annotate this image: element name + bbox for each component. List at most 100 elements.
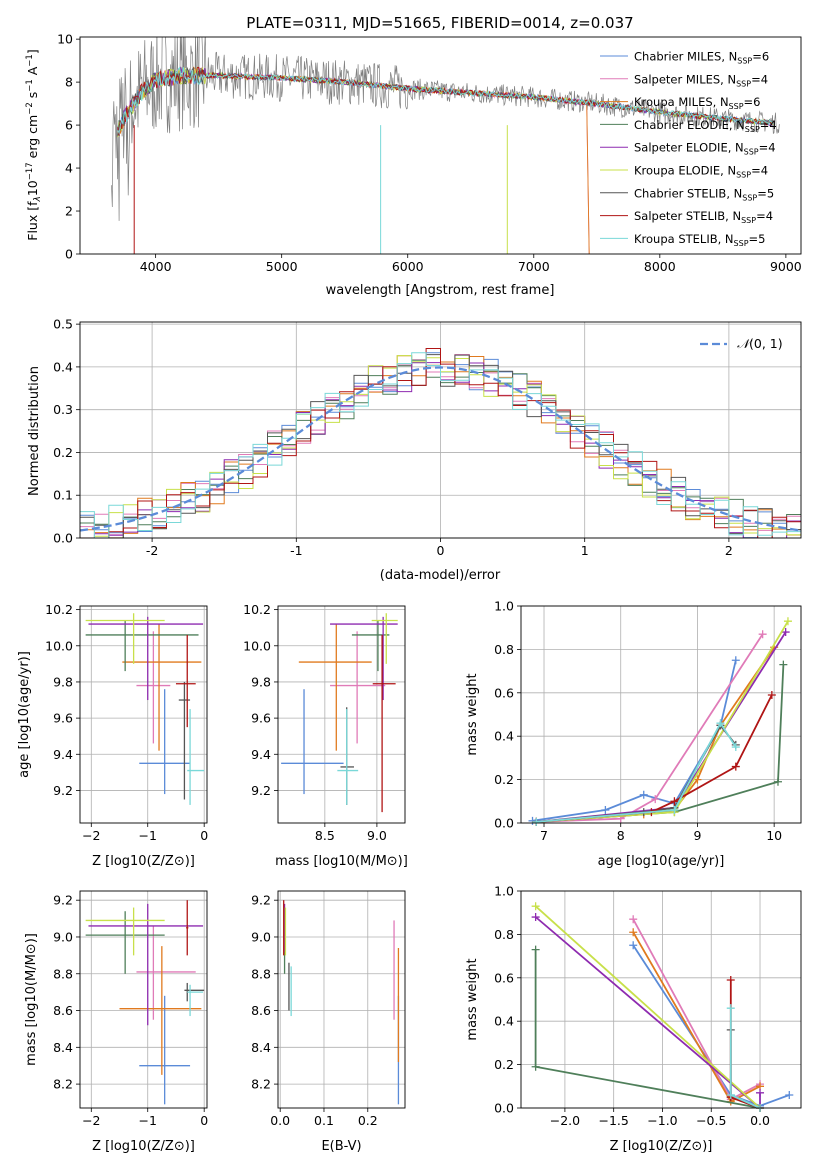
y-tick-label: 6 — [65, 118, 73, 133]
y-tick-label: 0.3 — [53, 402, 73, 417]
y-tick-label: 10.0 — [243, 638, 271, 653]
x-axis-label: age [log10(age/yr)] — [598, 854, 725, 869]
axes-frame — [277, 605, 406, 824]
y-tick-label: 0.0 — [53, 531, 73, 546]
series-marker-kroupa_stelib — [726, 1004, 735, 1013]
x-tick-label: −1 — [139, 1113, 157, 1128]
x-tick-label: 7000 — [518, 259, 550, 274]
series-line-chabrier_stelib — [536, 723, 737, 823]
y-tick-label: 0.4 — [53, 359, 73, 374]
series-marker-salpeter_elodie — [781, 628, 790, 637]
series-marker-kroupa_miles — [629, 928, 638, 937]
x-tick-label: 2 — [725, 543, 733, 558]
x-tick-label: 10 — [766, 828, 782, 843]
legend-entry: Kroupa STELIB, NSSP=5 — [634, 232, 765, 248]
y-axis-label: Normed distribution — [27, 366, 42, 496]
x-tick-label: 9.0 — [367, 828, 387, 843]
x-tick-label: −1.0 — [647, 1113, 677, 1128]
normal-curve — [80, 366, 801, 532]
y-tick-label: 0.4 — [494, 1014, 514, 1029]
figure-title: PLATE=0311, MJD=51665, FIBERID=0014, z=0… — [246, 14, 633, 32]
y-axis-label: age [log10(age/yr)] — [17, 651, 32, 778]
histogram-salpeter_stelib — [80, 348, 801, 538]
series-line-kroupa_elodie — [536, 620, 789, 823]
y-axis-label: Flux [fλ10−17 erg cm−2 s−1 A−1] — [25, 49, 43, 240]
series-marker-salpeter_stelib — [726, 975, 735, 984]
x-axis-label: Z [log10(Z/Z⊙)] — [92, 854, 195, 869]
x-tick-label: −2 — [82, 828, 100, 843]
mass-weight-vs-age-panel: 7 8 9 10 0.0 0.2 0.4 0.6 0.8 1.0 age [log10(age/yr… — [465, 599, 802, 869]
y-tick-label: 0.6 — [494, 970, 514, 985]
series-marker-kroupa_stelib — [726, 1090, 735, 1099]
y-tick-label: 8.4 — [53, 1040, 73, 1055]
y-tick-label: 8.2 — [251, 1077, 271, 1092]
series-line-chabrier_elodie — [534, 949, 761, 1109]
x-tick-label: 4000 — [140, 259, 172, 274]
x-tick-label: 5000 — [266, 259, 298, 274]
y-tick-label: 9.8 — [251, 674, 271, 689]
y-tick-label: 0.2 — [494, 1057, 514, 1072]
series-marker-salpeter_stelib — [731, 762, 740, 771]
legend-entry: Salpeter ELODIE, NSSP=4 — [634, 141, 776, 157]
y-tick-label: 2 — [65, 204, 73, 219]
legend-entry: Chabrier STELIB, NSSP=5 — [634, 186, 774, 202]
x-axis-label: mass [log10(M/M⊙)] — [275, 854, 408, 869]
series-marker-chabrier_elodie — [531, 1062, 540, 1071]
legend-entry: 𝒩(0, 1) — [737, 336, 783, 351]
model-spectrum-kroupa_stelib — [117, 66, 774, 135]
y-tick-label: 10.2 — [45, 602, 73, 617]
series-marker-salpeter_miles — [651, 795, 660, 804]
axes-frame — [79, 890, 208, 1109]
y-tick-label: 9.4 — [251, 747, 271, 762]
series-marker-salpeter_stelib — [670, 797, 679, 806]
series-marker-salpeter_miles — [758, 630, 767, 639]
y-tick-label: 9.6 — [53, 711, 73, 726]
x-tick-label: −2.0 — [550, 1113, 580, 1128]
series-line-kroupa_elodie — [534, 905, 761, 1109]
y-tick-label: 0 — [65, 247, 73, 262]
x-tick-label: 0 — [200, 828, 208, 843]
y-tick-label: 0.8 — [494, 927, 514, 942]
y-tick-label: 0.2 — [494, 772, 514, 787]
y-tick-label: 0.2 — [53, 445, 73, 460]
histogram-lines — [80, 348, 801, 538]
x-tick-label: 8.5 — [315, 828, 335, 843]
mass-vs-ebv-panel: 0.0 0.1 0.2 8.2 8.4 8.6 8.8 9.0 9.2 E(B-V) — [251, 890, 406, 1154]
y-tick-label: 9.0 — [251, 929, 271, 944]
age-vs-metallicity-panel: −2 −1 0 9.2 9.4 9.6 9.8 10.0 10.2 Z [log10(Z/Z⊙)]… — [17, 602, 208, 869]
y-axis-label: mass [log10(M/M⊙)] — [24, 933, 39, 1066]
legend-entry: Kroupa ELODIE, NSSP=4 — [634, 164, 768, 180]
age-vs-mass-panel: 8.5 9.0 9.2 9.4 9.6 9.8 10.0 10.2 mass [log10(M/… — [243, 602, 408, 869]
spectrum-panel: 4000 5000 6000 7000 8000 9000 0 2 4 6 8 10 wavelengt… — [25, 32, 802, 298]
y-tick-label: 8.8 — [251, 966, 271, 981]
x-axis-label: Z [log10(Z/Z⊙)] — [610, 1139, 713, 1154]
y-tick-label: 10.0 — [45, 638, 73, 653]
y-tick-label: 0.0 — [494, 1101, 514, 1116]
legend-entry: Salpeter STELIB, NSSP=4 — [634, 209, 773, 225]
legend-entry: Kroupa MILES, NSSP=6 — [634, 95, 760, 111]
observed-spectrum-line — [111, 37, 780, 221]
x-tick-label: −0.5 — [696, 1113, 726, 1128]
series-marker-chabrier_miles — [629, 941, 638, 950]
y-tick-label: 9.0 — [53, 929, 73, 944]
y-tick-label: 8.6 — [53, 1003, 73, 1018]
x-axis-label: (data-model)/error — [380, 568, 501, 583]
series-marker-kroupa_elodie — [783, 617, 792, 626]
series-marker-salpeter_miles — [629, 915, 638, 924]
x-tick-label: -1 — [290, 543, 302, 558]
mass-vs-metallicity-panel: −2 −1 0 8.2 8.4 8.6 8.8 9.0 9.2 Z [log10(Z/Z⊙)] ma… — [24, 890, 208, 1154]
series-line-salpeter_stelib — [536, 694, 773, 823]
y-tick-label: 8.8 — [53, 966, 73, 981]
mass-weight-vs-metallicity-panel: −2.0 −1.5 −1.0 −0.5 0.0 0.0 0.2 0.4 0.6 0.8 1.0 Z [… — [465, 884, 802, 1154]
x-tick-label: 9000 — [770, 259, 802, 274]
x-tick-label: 0 — [200, 1113, 208, 1128]
series-marker-chabrier_miles — [528, 816, 537, 825]
x-tick-label: 9 — [693, 828, 701, 843]
x-tick-label: 8 — [617, 828, 625, 843]
series-marker-chabrier_miles — [731, 656, 740, 665]
series-marker-salpeter_elodie — [756, 1088, 765, 1097]
spectrum-lines — [111, 37, 780, 254]
y-tick-label: 0.8 — [494, 642, 514, 657]
series-line-salpeter_miles — [632, 918, 761, 1101]
